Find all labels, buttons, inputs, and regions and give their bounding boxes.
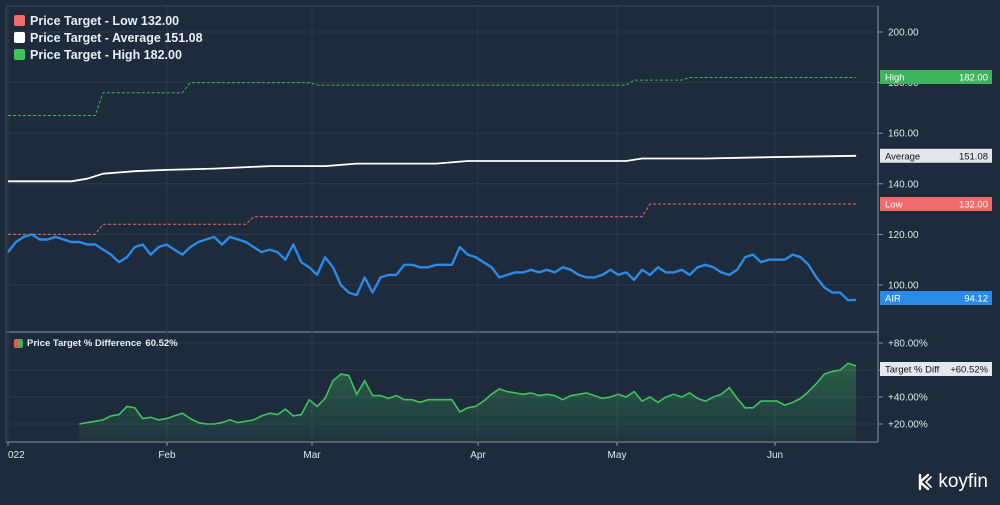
x-tick-label: Apr xyxy=(470,450,486,461)
legend-swatch-low xyxy=(14,15,25,26)
y-tick-label: 140.00 xyxy=(888,179,919,190)
average-label-name: Average xyxy=(885,151,920,162)
air-price-line xyxy=(7,233,857,302)
diff-legend-label: Price Target % Difference xyxy=(27,338,142,349)
target-diff-label-value: +60.52% xyxy=(950,365,988,376)
x-tick-label: Mar xyxy=(303,450,321,461)
price-target-average-line xyxy=(8,154,857,183)
diff-y-tick-label: +40.00% xyxy=(888,393,928,404)
low-label-name: Low xyxy=(885,200,903,211)
legend-item-average[interactable]: Price Target - Average 151.08 xyxy=(14,29,203,46)
koyfin-logo: koyfin xyxy=(917,471,988,493)
legend-label-high: Price Target - High 182.00 xyxy=(30,47,182,62)
legend-item-low[interactable]: Price Target - Low 132.00 xyxy=(14,12,203,29)
legend-label-average: Price Target - Average 151.08 xyxy=(30,30,203,45)
diff-y-tick-label: +80.00% xyxy=(888,339,928,350)
air-label-box xyxy=(880,291,992,305)
low-axis-label: Low 132.00 xyxy=(880,197,992,211)
high-label-box xyxy=(880,70,992,84)
target-diff-label-name: Target % Diff xyxy=(885,365,940,376)
low-label-value: 132.00 xyxy=(959,200,988,211)
diff-legend[interactable]: Price Target % Difference 60.52% xyxy=(14,338,178,349)
y-tick-label: 100.00 xyxy=(888,281,919,292)
legend-label-low: Price Target - Low 132.00 xyxy=(30,13,180,28)
target-diff-axis-label: Target % Diff +60.52% xyxy=(880,362,992,376)
price-target-high-line xyxy=(8,77,857,116)
target-diff-label-box xyxy=(880,362,992,376)
average-axis-label: Average 151.08 xyxy=(880,148,992,163)
legend-swatch-average xyxy=(14,32,25,43)
high-label-name: High xyxy=(885,73,905,84)
y-tick-label: 160.00 xyxy=(888,129,919,140)
x-tick-label: Feb xyxy=(158,450,176,461)
x-tick-label: Jun xyxy=(767,450,783,461)
diff-y-tick-label: +20.00% xyxy=(888,420,928,431)
price-target-low-line xyxy=(8,203,857,235)
average-label-box xyxy=(880,148,992,163)
x-tick-label: 022 xyxy=(8,450,25,461)
y-tick-label: 120.00 xyxy=(888,230,919,241)
x-tick-label: May xyxy=(608,450,627,461)
diff-legend-value: 60.52% xyxy=(145,338,178,349)
y-tick-label: 200.00 xyxy=(888,28,919,39)
main-legend: Price Target - Low 132.00 Price Target -… xyxy=(14,12,203,63)
koyfin-logo-icon xyxy=(919,473,933,491)
average-label-value: 151.08 xyxy=(959,151,988,162)
brand-name: koyfin xyxy=(938,471,988,492)
legend-item-high[interactable]: Price Target - High 182.00 xyxy=(14,46,203,63)
diff-legend-swatch xyxy=(14,339,23,348)
high-label-value: 182.00 xyxy=(959,73,988,84)
air-label-name: AIR xyxy=(885,294,901,305)
high-axis-label: High 182.00 xyxy=(880,70,992,84)
diff-area-fill xyxy=(79,363,857,442)
plot-frame xyxy=(5,5,879,443)
legend-swatch-high xyxy=(14,49,25,60)
low-label-box xyxy=(880,197,992,211)
air-label-value: 94.12 xyxy=(964,294,988,305)
air-axis-label: AIR 94.12 xyxy=(880,291,992,305)
diff-line xyxy=(79,362,857,425)
